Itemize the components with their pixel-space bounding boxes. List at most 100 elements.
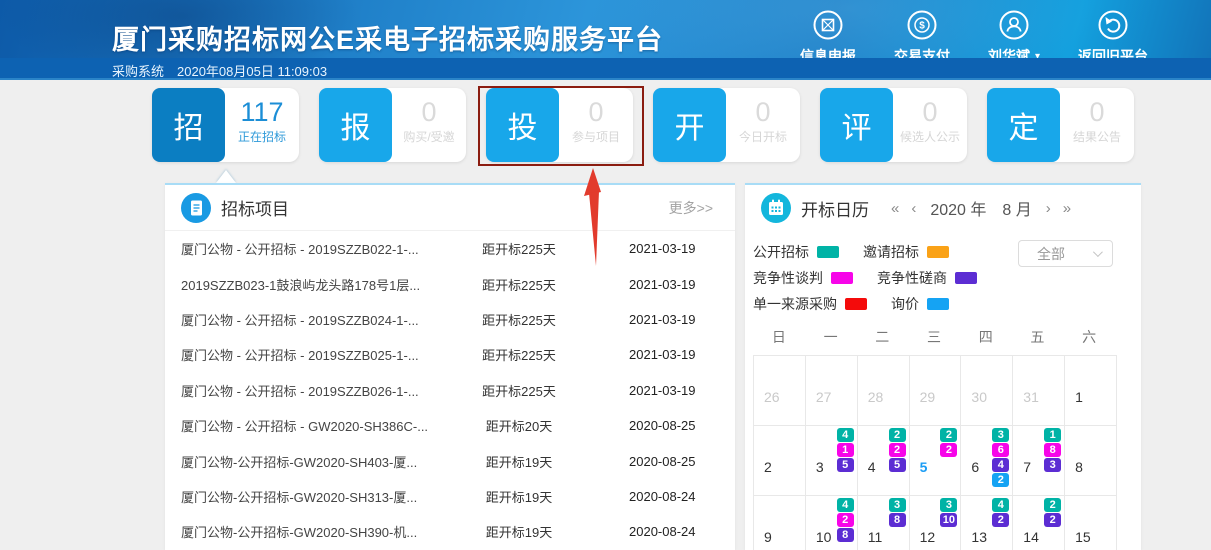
project-open-date: 2021-03-19 (629, 241, 696, 257)
weekday-label: 四 (978, 329, 993, 345)
legend-color-swatch (845, 298, 867, 310)
day-number: 9 (764, 529, 772, 545)
event-count-badge: 1 (836, 443, 854, 457)
day-number: 30 (971, 389, 987, 405)
calendar-day-cell[interactable]: 28 (857, 356, 910, 426)
stage-tab[interactable]: 开 0 今日开标 (653, 88, 800, 162)
stage-tab-info: 0 候选人公示 (893, 88, 967, 162)
legend-label: 询价 (891, 296, 919, 312)
event-count-badge: 3 (940, 498, 958, 512)
event-count-badge: 2 (940, 428, 958, 442)
event-count-badge: 1 (1044, 428, 1062, 442)
project-open-date: 2021-03-19 (629, 276, 696, 292)
project-open-date: 2020-08-25 (629, 418, 696, 434)
project-row[interactable]: 厦门公物 - 公开招标 - 2019SZZB022-1-... 距开标225天 … (165, 231, 735, 266)
header-banner: 厦门采购招标网公E采电子招标采购服务平台 信息申报 $ 交易支付 (0, 0, 1211, 80)
legend-item: 竞争性谈判 (753, 268, 853, 288)
day-number: 11 (867, 529, 883, 545)
project-days-to-open: 距开标19天 (485, 489, 553, 505)
project-days-to-open: 距开标19天 (485, 454, 553, 470)
project-row[interactable]: 厦门公物-公开招标-GW2020-SH313-厦... 距开标19天 2020-… (165, 479, 735, 514)
calendar-day-cell[interactable]: 27 (805, 356, 858, 426)
calendar-day-cell[interactable]: 26 (754, 356, 806, 426)
project-row[interactable]: 厦门公物 - 公开招标 - 2019SZZB025-1-... 距开标225天 … (165, 337, 735, 372)
project-days-to-open: 距开标225天 (482, 312, 556, 328)
user-caret-icon[interactable]: ▾ (1034, 50, 1040, 62)
calendar-day-cell[interactable]: 30 (961, 356, 1014, 426)
calendar-day-cell[interactable]: 1 (1065, 356, 1117, 426)
more-projects-link[interactable]: 更多>> (668, 199, 713, 216)
weekday-label: 三 (926, 329, 941, 345)
calendar-day-cell[interactable]: 9 (754, 496, 806, 550)
event-count-badge: 2 (1044, 513, 1062, 527)
project-open-date: 2020-08-24 (629, 488, 696, 504)
project-row[interactable]: 厦门公物 - 公开招标 - GW2020-SH386C-... 距开标20天 2… (165, 408, 735, 443)
day-number: 7 (1023, 459, 1032, 475)
next-year-button[interactable]: » (1062, 199, 1072, 217)
calendar-day-cell[interactable]: 2 (754, 426, 806, 496)
calendar-panel-title: 开标日历 (801, 200, 869, 220)
project-row[interactable]: 厦门公物-公开招标-GW2020-SH390-机... 距开标19天 2020-… (165, 514, 735, 549)
event-count-badge: 8 (1044, 443, 1062, 457)
project-open-date: 2020-08-25 (629, 453, 696, 469)
stage-tab[interactable]: 评 0 候选人公示 (820, 88, 967, 162)
calendar-day-cell[interactable]: 29 (909, 356, 962, 426)
stage-tab[interactable]: 报 0 购买/受邀 (319, 88, 466, 162)
project-row[interactable]: 厦门公物 - 公开招标 - 2019SZZB026-1-... 距开标225天 … (165, 373, 735, 408)
calendar-day-cell[interactable]: 8 (1065, 426, 1117, 496)
project-open-date: 2021-03-19 (629, 382, 696, 398)
calendar-day-cell[interactable]: 15 (1065, 496, 1117, 550)
project-row[interactable]: 厦门公物-公开招标-GW2020-SH403-厦... 距开标19天 2020-… (165, 443, 735, 478)
project-name: 厦门公物-公开招标-GW2020-SH403-厦... (181, 454, 418, 470)
event-count-badge: 8 (836, 528, 854, 542)
stage-tab-badge: 定 (987, 88, 1060, 162)
stage-tab[interactable]: 定 0 结果公告 (987, 88, 1134, 162)
current-datetime: 2020年08月05日 11:09:03 (177, 64, 328, 79)
stage-tab[interactable]: 投 0 参与项目 (486, 88, 633, 162)
prev-month-button[interactable]: ‹ (911, 199, 917, 217)
legend-row: 竞争性谈判 竞争性磋商 (753, 265, 1141, 291)
stage-tab-info: 0 今日开标 (726, 88, 800, 162)
calendar-day-cell[interactable]: 12 3 10 (909, 496, 962, 550)
calendar-filter-dropdown[interactable]: 全部 (1018, 240, 1113, 267)
info-declare-icon (813, 10, 843, 40)
calendar-month-label: 8 月 (1002, 202, 1032, 219)
return-arrow-icon (1098, 10, 1128, 40)
event-count-badge: 2 (888, 443, 906, 457)
page-title: 厦门采购招标网公E采电子招标采购服务平台 (112, 25, 664, 55)
calendar-day-cell[interactable]: 31 (1013, 356, 1066, 426)
day-number: 5 (919, 459, 928, 475)
day-number: 29 (919, 389, 936, 405)
stage-tab[interactable]: 招 117 正在招标 (152, 88, 299, 183)
event-badges: 3 10 (940, 498, 958, 527)
event-count-badge: 2 (992, 473, 1010, 487)
projects-list: 厦门公物 - 公开招标 - 2019SZZB022-1-... 距开标225天 … (165, 231, 735, 550)
prev-year-button[interactable]: « (891, 199, 900, 217)
bidding-projects-panel: 招标项目 更多>> 厦门公物 - 公开招标 - 2019SZZB022-1-..… (165, 183, 735, 550)
project-row[interactable]: 2019SZZB023-1鼓浪屿龙头路178号1层... 距开标225天 202… (165, 266, 735, 301)
svg-text:$: $ (919, 21, 925, 32)
project-name: 厦门公物 - 公开招标 - 2019SZZB026-1-... (181, 383, 419, 399)
stage-tab-count: 0 (421, 97, 437, 127)
stage-tab-count: 0 (1089, 97, 1105, 127)
day-number: 15 (1075, 529, 1091, 545)
event-count-badge: 10 (940, 513, 958, 527)
next-month-button[interactable]: › (1045, 199, 1051, 217)
day-number: 10 (815, 529, 832, 545)
project-name: 厦门公物-公开招标-GW2020-SH313-厦... (181, 489, 418, 505)
project-name: 厦门公物 - 公开招标 - 2019SZZB025-1-... (181, 348, 419, 364)
project-row[interactable]: 厦门公物 - 公开招标 - 2019SZZB024-1-... 距开标225天 … (165, 302, 735, 337)
event-count-badge: 2 (888, 428, 906, 442)
day-number: 3 (815, 459, 824, 475)
